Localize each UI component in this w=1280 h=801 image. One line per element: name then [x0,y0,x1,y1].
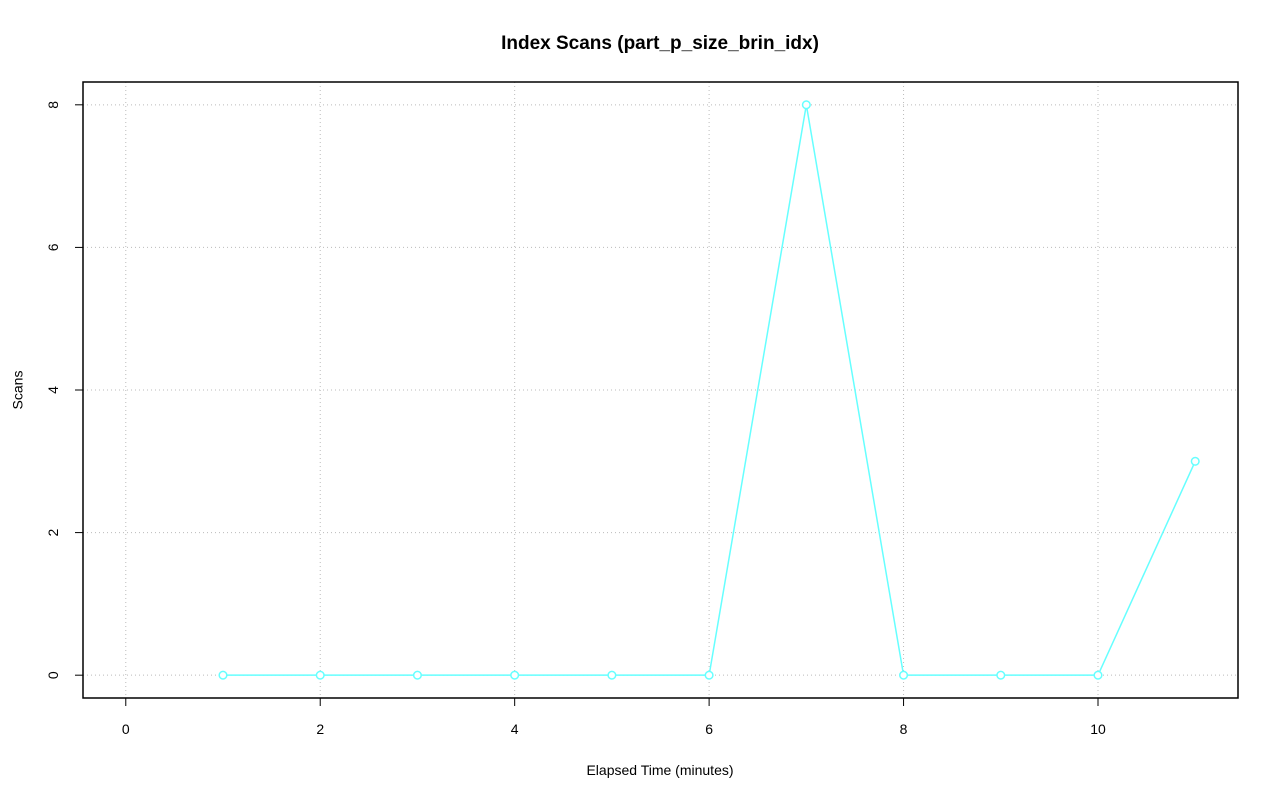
y-tick-label: 0 [45,671,61,679]
data-point [510,670,520,680]
y-tick-label: 8 [45,101,61,109]
data-point [1093,670,1103,680]
y-axis-label: Scans [10,371,26,410]
data-point [801,100,811,110]
data-point [996,670,1006,680]
y-tick-label: 6 [45,243,61,251]
data-point [607,670,617,680]
x-tick-label: 0 [122,721,130,737]
plot-frame [82,81,1239,699]
data-point [315,670,325,680]
x-axis-label: Elapsed Time (minutes) [586,762,733,778]
x-tick-label: 6 [705,721,713,737]
x-tick-label: 2 [316,721,324,737]
data-point [218,670,228,680]
y-tick-label: 2 [45,528,61,536]
y-tick-label: 4 [45,386,61,394]
data-point [899,670,909,680]
x-tick-label: 8 [900,721,908,737]
data-point [412,670,422,680]
data-point [704,670,714,680]
data-point [1190,456,1200,466]
x-tick-label: 10 [1090,721,1106,737]
x-tick-label: 4 [511,721,519,737]
chart-title: Index Scans (part_p_size_brin_idx) [501,33,819,54]
